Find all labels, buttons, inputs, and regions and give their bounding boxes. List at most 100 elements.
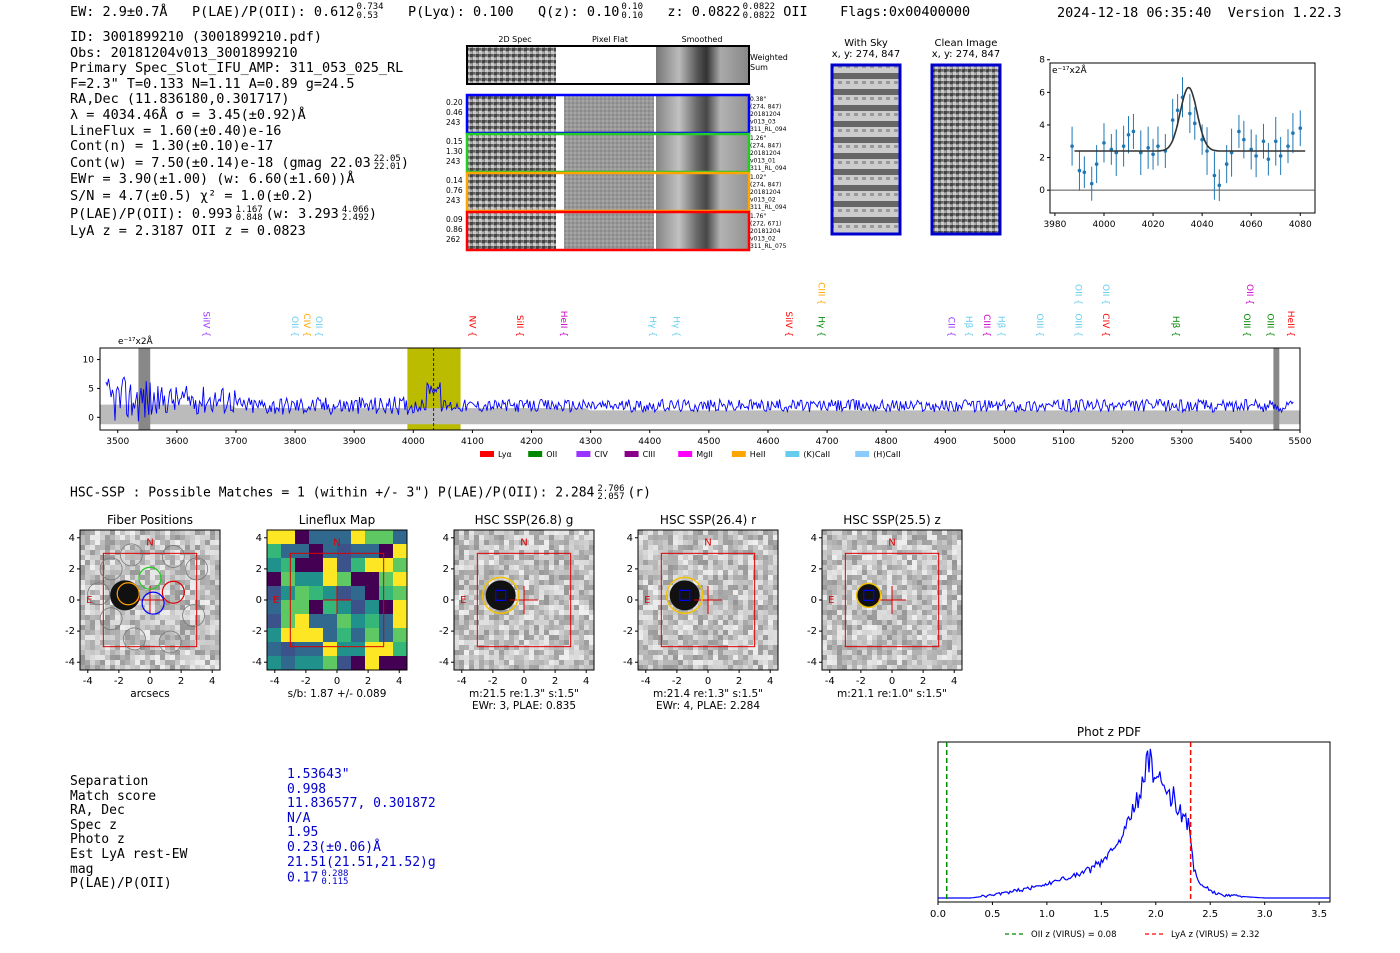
- pdf-xtick: 0.5: [984, 909, 1000, 920]
- spectrum-line-label: Hβ {: [1170, 316, 1180, 337]
- match-value: 1.53643": [287, 767, 350, 782]
- compass-e: E: [460, 595, 466, 606]
- zoom-point: [1237, 129, 1241, 134]
- pdf-xtick: 1.5: [1093, 909, 1109, 920]
- cutout-right-label: 20181204: [750, 150, 781, 157]
- cutout-right-label: 1.26": [750, 135, 766, 142]
- header-plae: P(LAE)/P(OII): 0.612 0.734 0.53: [191, 2, 384, 21]
- match-label: Spec z: [70, 817, 117, 833]
- hsc-xtick: 0: [889, 676, 895, 687]
- spectrum-line-label: OII {: [1100, 284, 1110, 305]
- spectrum-line-label: Hγ {: [670, 316, 680, 337]
- compass-e: E: [273, 595, 279, 606]
- info-obs: Obs: 20181204v013_3001899210: [70, 44, 298, 61]
- spectrum-unit-label: e⁻¹⁷x2Å: [118, 335, 154, 347]
- zoom-unit-label: e⁻¹⁷x2Å: [1052, 64, 1088, 76]
- cutout-right-label: 20181204: [750, 111, 781, 118]
- header-z: z: 0.0822 0.0822 0.0822 OII: [667, 2, 808, 21]
- zoom-point: [1200, 137, 1204, 142]
- svg-text:Sum: Sum: [750, 63, 768, 72]
- spectrum-xtick: 5000: [993, 437, 1016, 447]
- match-label: Separation: [70, 774, 149, 789]
- pdf-xtick: 2.5: [1202, 909, 1218, 920]
- hsc-panel-title: HSC SSP(26.4) r: [660, 513, 756, 527]
- cutout-right-label: v013_03: [750, 119, 776, 126]
- spectrum-line-label: Hγ {: [647, 316, 657, 337]
- hsc-ytick: -2: [65, 626, 75, 637]
- zoom-ytick: 8: [1039, 56, 1045, 66]
- hsc-ytick: -2: [623, 626, 633, 637]
- hsc-panel-title: HSC SSP(26.8) g: [475, 513, 574, 527]
- hsc-panel: Lineflux Map N E -4 -4 -2 -2 0 0 2 2 4 4 s/b: 1.87 +/…: [252, 513, 408, 700]
- zoom-point: [1175, 108, 1180, 113]
- legend-swatch: [678, 451, 693, 457]
- spectrum-xtick: 4000: [402, 437, 425, 447]
- hsc-xtick: -2: [301, 676, 311, 687]
- spectrum-xtick: 4400: [638, 437, 661, 447]
- pdf-xtick: 1.0: [1039, 909, 1055, 920]
- zoom-ytick: 4: [1039, 121, 1045, 131]
- match-value: 21.51(21.51,21.52)g: [287, 854, 436, 870]
- cutout-right-label: 20181204: [750, 228, 781, 235]
- legend-swatch: [731, 451, 746, 457]
- spectrum-line-label: CIII {: [815, 282, 825, 305]
- info-id: ID: 3001899210 (3001899210.pdf): [70, 29, 322, 45]
- hsc-panel-caption: m:21.5 re:1.3" s:1.5": [469, 688, 579, 700]
- zoom-point: [1205, 149, 1209, 153]
- info-ewr: EWr = 3.90(±1.00) (w: 6.60(±1.60))Å: [70, 170, 355, 187]
- zoom-point: [1089, 181, 1094, 186]
- hsc-panel: Fiber Positions N E -4 -4 -2 -2 0 0 2 2 4 4 arcsecs: [65, 513, 221, 700]
- spectrum-xtick: 4500: [697, 437, 720, 447]
- pdf-line: [938, 748, 1330, 899]
- legend-swatch: [624, 451, 639, 457]
- hsc-heading: HSC-SSP : Possible Matches = 1 (within +…: [70, 484, 651, 502]
- spectrum-line-label: Hγ {: [815, 316, 825, 337]
- spectrum-xtick: 4300: [579, 437, 602, 447]
- cutout-left-label: 0.14: [446, 176, 463, 185]
- spectrum-ytick: 5: [88, 384, 94, 394]
- spectrum-line-label: OIII {: [1241, 313, 1251, 337]
- col-flat-label: Pixel Flat: [592, 35, 628, 44]
- hsc-panel: HSC SSP(25.5) z N E -4 -4 -2 -2 0 0 2 2 4 4 m:21.1 re…: [807, 513, 963, 700]
- zoom-xtick: 3980: [1043, 220, 1066, 230]
- zoom-point: [1212, 173, 1217, 178]
- zoom-xtick: 4040: [1191, 220, 1214, 230]
- hsc-ytick: -2: [439, 626, 449, 637]
- hsc-ytick: -4: [807, 657, 817, 668]
- header-qz: Q(z): 0.10 0.10 0.10: [538, 2, 644, 21]
- match-value: 0.998: [287, 781, 327, 797]
- match-value: 0.17 0.288 0.115: [287, 869, 349, 888]
- hsc-ytick: 4: [256, 533, 262, 544]
- zoom-point: [1151, 152, 1155, 157]
- pdf-legend-label: OII z (VIRUS) = 0.08: [1031, 930, 1117, 940]
- cutout-right-label: (274, 847): [750, 143, 781, 150]
- spectrum-line-label: OII {: [1072, 284, 1082, 305]
- hsc-xtick: -4: [83, 676, 93, 687]
- info-lineflux: LineFlux = 1.60(±0.40)e-16: [70, 122, 282, 139]
- hsc-ytick: 0: [443, 595, 449, 606]
- aperture-circle: [481, 576, 520, 615]
- zoom-point: [1188, 111, 1192, 116]
- cutout-right-label: v013_01: [750, 158, 776, 165]
- hsc-ytick: 4: [443, 533, 449, 544]
- hsc-ytick: 0: [627, 595, 633, 606]
- spectrum-line-label: CIV {: [1100, 313, 1110, 337]
- hsc-ytick: -2: [252, 626, 262, 637]
- hsc-ytick: -4: [252, 657, 262, 668]
- info-sn: S/N = 4.7(±0.5) χ² = 1.0(±0.2): [70, 187, 314, 204]
- zoom-axes: [1049, 62, 1316, 214]
- cutout-right-label: v013_02: [750, 197, 776, 204]
- header-datetime: 2024-12-18 06:35:40: [1057, 5, 1212, 21]
- zoom-xtick: 4080: [1289, 220, 1312, 230]
- hsc-ytick: 4: [811, 533, 817, 544]
- zoom-ytick: 0: [1039, 186, 1045, 196]
- match-label: Match score: [70, 788, 157, 804]
- zoom-point: [1217, 183, 1222, 188]
- fiber-circle: [116, 582, 140, 606]
- pdf-title: Phot z PDF: [1077, 725, 1141, 739]
- hsc-xtick: 2: [736, 676, 742, 687]
- hsc-ytick: 2: [69, 564, 75, 575]
- hsc-panel-caption: arcsecs: [130, 688, 169, 700]
